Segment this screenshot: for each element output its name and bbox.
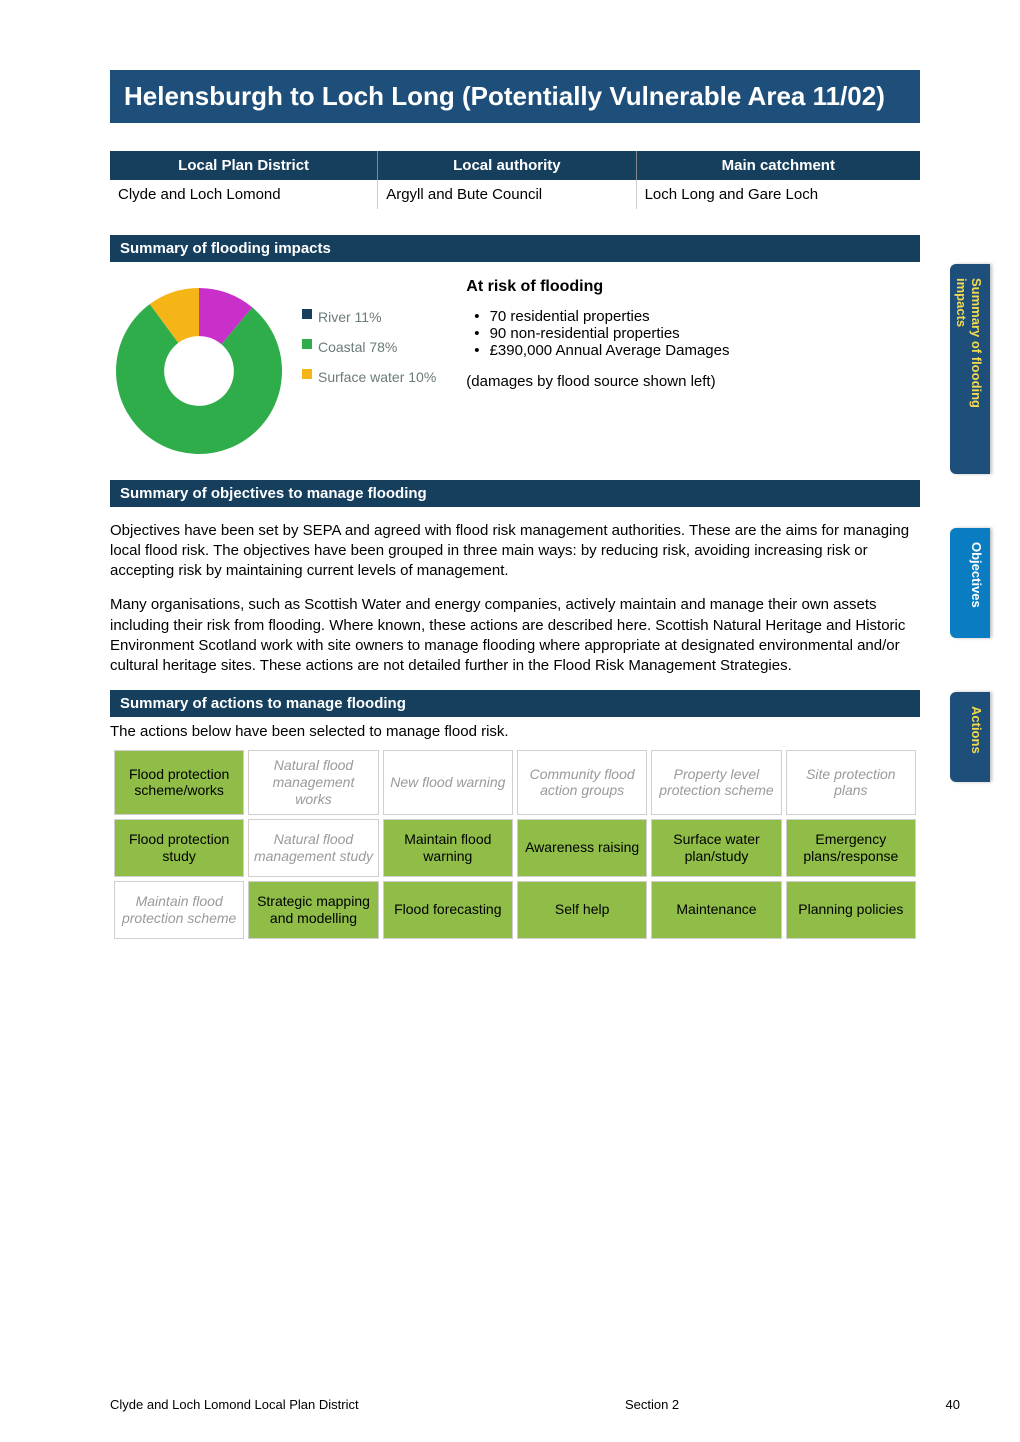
- risk-item: 90 non-residential properties: [492, 325, 920, 342]
- meta-cell: Clyde and Loch Lomond: [110, 180, 378, 209]
- action-cell: Community flood action groups: [517, 750, 647, 814]
- action-cell: Site protection plans: [786, 750, 916, 814]
- risk-note: (damages by flood source shown left): [466, 373, 920, 390]
- action-cell: Flood protection study: [114, 819, 244, 877]
- chart-legend: River 11% Coastal 78% Surface water 10%: [302, 286, 436, 397]
- legend-swatch: [302, 339, 312, 349]
- risk-heading: At risk of flooding: [466, 278, 920, 296]
- footer-center: Section 2: [625, 1397, 679, 1412]
- action-cell: Awareness raising: [517, 819, 647, 877]
- action-cell: Self help: [517, 881, 647, 939]
- action-cell: Maintain flood protection scheme: [114, 881, 244, 939]
- legend-swatch: [302, 309, 312, 319]
- action-cell: Strategic mapping and modelling: [248, 881, 378, 939]
- action-cell: Maintenance: [651, 881, 781, 939]
- risk-item: 70 residential properties: [492, 308, 920, 325]
- action-cell: Planning policies: [786, 881, 916, 939]
- action-cell: Property level protection scheme: [651, 750, 781, 814]
- risk-summary: At risk of flooding 70 residential prope…: [466, 278, 920, 456]
- legend-item: Coastal 78%: [302, 336, 436, 358]
- action-cell: Emergency plans/response: [786, 819, 916, 877]
- side-tab[interactable]: Actions: [950, 692, 990, 782]
- actions-grid: Flood protection scheme/worksNatural flo…: [110, 746, 920, 942]
- action-cell: Surface water plan/study: [651, 819, 781, 877]
- page-title: Helensburgh to Loch Long (Potentially Vu…: [110, 70, 920, 123]
- footer-right: 40: [946, 1397, 960, 1412]
- side-tab[interactable]: Summary of flooding impacts: [950, 264, 990, 474]
- legend-item: Surface water 10%: [302, 366, 436, 388]
- meta-header: Main catchment: [636, 151, 920, 180]
- actions-intro: The actions below have been selected to …: [110, 723, 920, 740]
- legend-swatch: [302, 369, 312, 379]
- meta-header: Local Plan District: [110, 151, 378, 180]
- meta-table: Local Plan District Local authority Main…: [110, 151, 920, 209]
- legend-item: River 11%: [302, 306, 436, 328]
- legend-label: Coastal 78%: [318, 336, 397, 358]
- section-impacts-title: Summary of flooding impacts: [110, 235, 920, 262]
- meta-header: Local authority: [378, 151, 636, 180]
- action-cell: Flood protection scheme/works: [114, 750, 244, 814]
- action-cell: Natural flood management works: [248, 750, 378, 814]
- action-cell: New flood warning: [383, 750, 513, 814]
- legend-label: River 11%: [318, 306, 382, 328]
- meta-cell: Loch Long and Gare Loch: [636, 180, 920, 209]
- section-objectives-title: Summary of objectives to manage flooding: [110, 480, 920, 507]
- objectives-paragraph: Many organisations, such as Scottish Wat…: [110, 595, 920, 676]
- action-cell: Natural flood management study: [248, 819, 378, 877]
- meta-cell: Argyll and Bute Council: [378, 180, 636, 209]
- action-cell: Flood forecasting: [383, 881, 513, 939]
- action-cell: Maintain flood warning: [383, 819, 513, 877]
- risk-item: £390,000 Annual Average Damages: [492, 342, 920, 359]
- legend-label: Surface water 10%: [318, 366, 436, 388]
- section-actions-title: Summary of actions to manage flooding: [110, 690, 920, 717]
- footer-left: Clyde and Loch Lomond Local Plan Distric…: [110, 1397, 359, 1412]
- page-footer: Clyde and Loch Lomond Local Plan Distric…: [110, 1397, 960, 1412]
- objectives-paragraph: Objectives have been set by SEPA and agr…: [110, 521, 920, 582]
- flood-source-donut-chart: [114, 286, 284, 456]
- side-tab[interactable]: Objectives: [950, 528, 990, 638]
